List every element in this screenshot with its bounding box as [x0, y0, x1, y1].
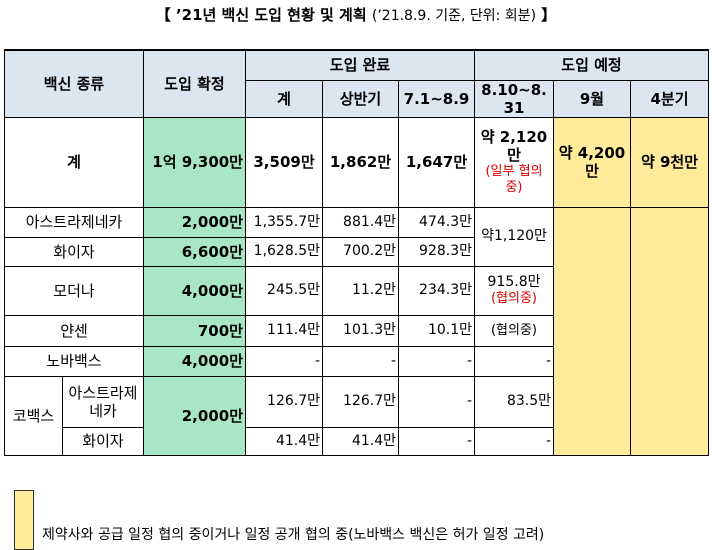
cell: - — [474, 426, 554, 456]
header-cell: 8.10~8.31 — [474, 79, 554, 118]
cell: 약 4,200만 — [553, 116, 631, 208]
cell: 약 9천만 — [630, 116, 709, 208]
cell: 1,628.5만 — [245, 236, 323, 267]
cell: 474.3만 — [398, 206, 475, 238]
cell: - — [474, 345, 554, 377]
cell: 화이자 — [4, 236, 144, 267]
cell — [630, 206, 709, 456]
row: 화이자 41.4만 41.4만 - - — [5, 426, 709, 456]
legend-swatch — [14, 490, 34, 550]
cell: 코백스 — [4, 375, 63, 456]
cell: 700만 — [143, 314, 246, 347]
title-end: 】 — [541, 6, 557, 24]
cell: 41.4만 — [245, 426, 323, 456]
cell: 4,000만 — [143, 345, 246, 377]
cell: 2,000만 — [143, 375, 246, 456]
legend-text: 제약사와 공급 일정 협의 중이거나 일정 공개 협의 중(노바백스 백신은 허… — [42, 527, 545, 543]
header-cell: 9월 — [553, 79, 631, 118]
header-cell: 백신 종류 — [4, 49, 144, 118]
cell: 아스트라제네카 — [4, 206, 144, 238]
cell: 700.2만 — [322, 236, 399, 267]
cell-text: 약 2,120만 — [480, 128, 548, 165]
cell: (협의중) — [474, 314, 554, 347]
cell: 10.1만 — [398, 314, 475, 347]
cell: 1,355.7만 — [245, 206, 323, 238]
header-row: 계 상반기 7.1~8.9 8.10~8.31 9월 4분기 — [4, 79, 709, 118]
cell: 915.8만 (협의중) — [474, 265, 554, 316]
cell: 약1,120만 — [474, 206, 554, 267]
cell-note: (일부 협의 중) — [485, 164, 543, 195]
cell: 83.5만 — [474, 375, 554, 428]
title-note: (’21.8.9. 기준, 단위: 회분) — [371, 8, 537, 24]
cell-text: 915.8만 — [487, 274, 541, 291]
header-cell: 도입 확정 — [143, 49, 246, 118]
header-cell: 계 — [245, 79, 323, 118]
vaccine-table: 백신 종류 도입 확정 도입 완료 도입 예정 계 상반기 7.1~8.9 8.… — [4, 49, 709, 456]
cell: - — [398, 375, 475, 428]
cell: 126.7만 — [245, 375, 323, 428]
cell: 아스트라제네카 — [62, 375, 144, 428]
cell: 111.4만 — [245, 314, 323, 347]
row: 계 1억 9,300만 3,509만 1,862만 1,647만 약 2,120… — [4, 116, 709, 208]
cell: - — [322, 345, 399, 377]
header-cell: 도입 예정 — [474, 49, 709, 81]
header-cell: 7.1~8.9 — [398, 79, 475, 118]
cell: - — [398, 345, 475, 377]
cell: - — [245, 345, 323, 377]
cell: 화이자 — [62, 426, 144, 456]
title: 【 ’21년 백신 도입 현황 및 계획 (’21.8.9. 기준, 단위: 회… — [0, 4, 712, 25]
cell: 6,600만 — [143, 236, 246, 267]
header-cell: 도입 완료 — [245, 49, 475, 81]
row: 얀센 700만 111.4만 101.3만 10.1만 (협의중) — [4, 314, 709, 347]
cell: 모더나 — [4, 265, 144, 316]
cell: 1,647만 — [398, 116, 475, 208]
cell: 약 2,120만 (일부 협의 중) — [474, 116, 554, 208]
header-row: 백신 종류 도입 확정 도입 완료 도입 예정 — [4, 49, 709, 118]
cell: 2,000만 — [143, 206, 246, 238]
row: 노바백스 4,000만 - - - - — [4, 345, 709, 377]
cell: 245.5만 — [245, 265, 323, 316]
cell: 3,509만 — [245, 116, 323, 208]
cell: 노바백스 — [4, 345, 144, 377]
cell: 881.4만 — [322, 206, 399, 238]
row: 코백스 아스트라제네카 2,000만 126.7만 126.7만 - 83.5만 — [4, 375, 709, 456]
cell: 234.3만 — [398, 265, 475, 316]
cell: 928.3만 — [398, 236, 475, 267]
cell: 얀센 — [4, 314, 144, 347]
cell: 41.4만 — [322, 426, 399, 456]
cell: - — [398, 426, 475, 456]
cell: 계 — [4, 116, 144, 208]
cell: 1억 9,300만 — [143, 116, 246, 208]
header-cell: 4분기 — [630, 79, 709, 118]
cell: 1,862만 — [322, 116, 399, 208]
cell-note: (협의중) — [490, 291, 538, 307]
title-main: 【 ’21년 백신 도입 현황 및 계획 — [155, 6, 367, 24]
cell: 11.2만 — [322, 265, 399, 316]
header-cell: 상반기 — [322, 79, 399, 118]
cell — [553, 206, 631, 456]
row: 아스트라제네카 2,000만 1,355.7만 881.4만 474.3만 약1… — [4, 206, 709, 456]
cell: 4,000만 — [143, 265, 246, 316]
cell: 101.3만 — [322, 314, 399, 347]
cell: 126.7만 — [322, 375, 399, 428]
